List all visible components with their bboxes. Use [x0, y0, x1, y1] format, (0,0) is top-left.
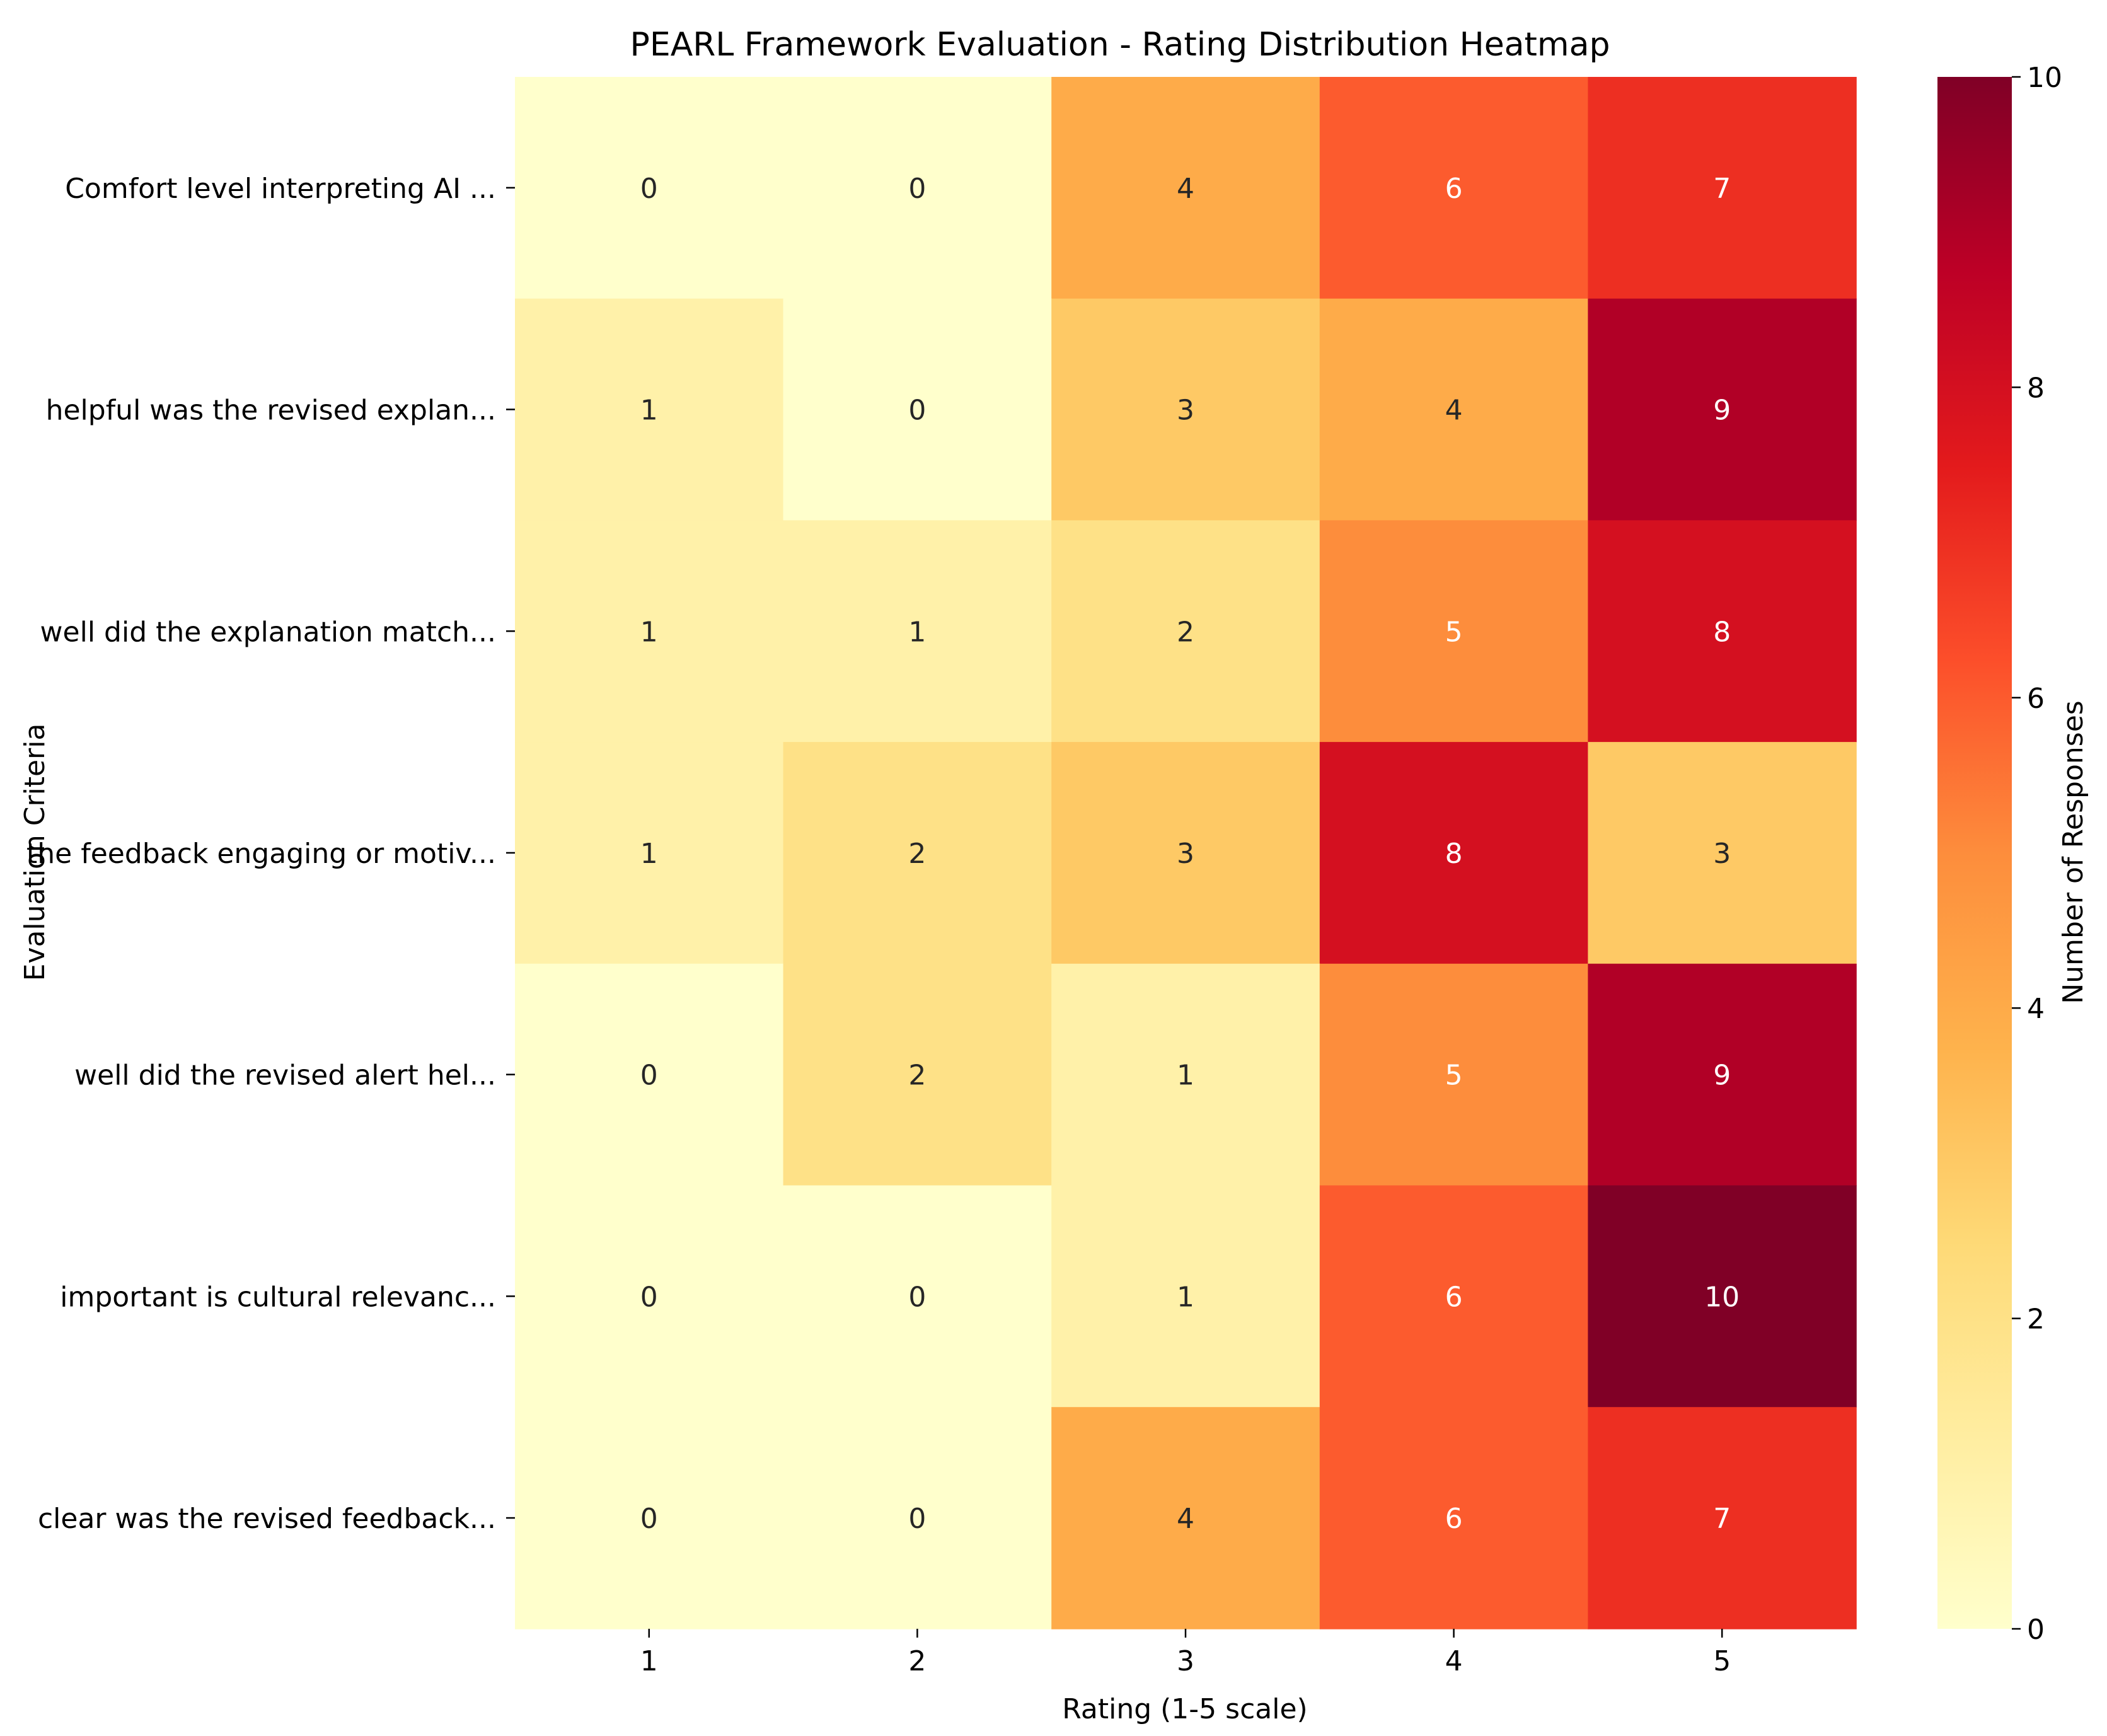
cell-value-label: 2 [908, 1060, 926, 1092]
y-tick-label: helpful was the revised explan... [46, 395, 496, 427]
heatmap-cell [515, 77, 784, 299]
x-axis-label: Rating (1-5 scale) [1062, 1693, 1307, 1725]
cell-value-label: 6 [1445, 1503, 1463, 1535]
cell-value-label: 7 [1713, 173, 1731, 205]
heatmap-cell [1051, 298, 1320, 521]
heatmap-cell [1588, 1407, 1857, 1629]
heatmap-cell [1051, 742, 1320, 964]
heatmap-cell [1588, 520, 1857, 743]
heatmap-cells: 0 0 4 6 71 0 3 4 91 1 2 5 81 2 3 8 30 2 1 5 90 0 1 6 100 0 4 6 7 [515, 77, 1857, 1629]
colorbar-tick-label: 0 [2027, 1614, 2045, 1646]
heatmap-cell [783, 298, 1052, 521]
x-tick-label: 2 [908, 1645, 926, 1677]
colorbar-tick-label: 2 [2027, 1304, 2045, 1336]
heatmap-cell [783, 1185, 1052, 1408]
colorbar-label: Number of Responses [2057, 700, 2089, 1004]
cell-value-label: 1 [1177, 1060, 1194, 1092]
cell-value-label: 2 [1177, 616, 1194, 648]
y-tick-label: Comfort level interpreting AI ... [65, 173, 496, 205]
cell-value-label: 0 [908, 1503, 926, 1535]
cell-value-label: 0 [640, 173, 658, 205]
colorbar-tick-label: 4 [2027, 993, 2045, 1025]
cell-value-label: 5 [1445, 616, 1463, 648]
heatmap-cell [1051, 1407, 1320, 1629]
cell-value-label: 6 [1445, 1281, 1463, 1313]
cell-value-label: 9 [1713, 395, 1731, 427]
cell-value-label: 3 [1177, 838, 1194, 870]
y-tick-label: the feedback engaging or motiv... [26, 838, 496, 870]
cell-value-label: 0 [908, 395, 926, 427]
cell-value-label: 9 [1713, 1060, 1731, 1092]
cell-value-label: 2 [908, 838, 926, 870]
cell-value-label: 7 [1713, 1503, 1731, 1535]
chart-title: PEARL Framework Evaluation - Rating Dist… [630, 26, 1610, 64]
x-tick-label: 5 [1713, 1645, 1731, 1677]
heatmap-cell [1588, 298, 1857, 521]
cell-value-label: 1 [1177, 1281, 1194, 1313]
cell-value-label: 4 [1177, 1503, 1194, 1535]
cell-value-label: 5 [1445, 1060, 1463, 1092]
heatmap-cell [783, 77, 1052, 299]
cell-value-label: 8 [1713, 616, 1731, 648]
y-axis-label: Evaluation Criteria [19, 724, 51, 981]
cell-value-label: 3 [1177, 395, 1194, 427]
heatmap-cell [1051, 520, 1320, 743]
colorbar-tick-label: 8 [2027, 372, 2045, 404]
heatmap-cell [1051, 963, 1320, 1186]
cell-value-label: 1 [908, 616, 926, 648]
cell-value-label: 1 [640, 395, 658, 427]
y-axis-ticks: Comfort level interpreting AI ... helpful… [26, 173, 515, 1535]
cell-value-label: 0 [640, 1060, 658, 1092]
x-tick-label: 1 [640, 1645, 658, 1677]
heatmap-cell [515, 298, 784, 521]
heatmap-cell [1319, 1407, 1589, 1629]
heatmap-cell [1319, 298, 1589, 521]
heatmap-cell [1588, 1185, 1857, 1408]
cell-value-label: 1 [640, 838, 658, 870]
x-axis-ticks: 1 2 3 4 5 [640, 1628, 1731, 1677]
cell-value-label: 3 [1713, 838, 1731, 870]
cell-value-label: 4 [1445, 395, 1463, 427]
colorbar-tick-label: 10 [2027, 62, 2062, 94]
heatmap-cell [1319, 742, 1589, 964]
heatmap-cell [1319, 963, 1589, 1186]
cell-value-label: 4 [1177, 173, 1194, 205]
x-tick-label: 3 [1177, 1645, 1194, 1677]
heatmap-cell [1319, 1185, 1589, 1408]
colorbar [1937, 77, 2012, 1629]
cell-value-label: 0 [640, 1281, 658, 1313]
heatmap-cell [515, 1185, 784, 1408]
heatmap-cell [783, 520, 1052, 743]
cell-value-label: 0 [908, 1281, 926, 1313]
cell-value-label: 0 [640, 1503, 658, 1535]
y-tick-label: well did the explanation match... [40, 616, 496, 648]
colorbar-ticks: 0 2 4 6 8 10 [2012, 62, 2062, 1646]
heatmap-cell [1588, 77, 1857, 299]
heatmap-cell [1588, 963, 1857, 1186]
y-tick-label: clear was the revised feedback... [38, 1503, 496, 1535]
colorbar-tick-label: 6 [2027, 683, 2045, 715]
heatmap-cell [783, 742, 1052, 964]
x-tick-label: 4 [1445, 1645, 1463, 1677]
heatmap-cell [1051, 77, 1320, 299]
cell-value-label: 10 [1704, 1281, 1740, 1313]
y-tick-label: well did the revised alert hel... [74, 1060, 496, 1092]
cell-value-label: 1 [640, 616, 658, 648]
heatmap-cell [515, 963, 784, 1186]
heatmap-cell [1588, 742, 1857, 964]
cell-value-label: 6 [1445, 173, 1463, 205]
heatmap-cell [515, 742, 784, 964]
heatmap-cell [515, 520, 784, 743]
heatmap-cell [1319, 520, 1589, 743]
cell-value-label: 0 [908, 173, 926, 205]
heatmap-cell [1051, 1185, 1320, 1408]
heatmap-cell [1319, 77, 1589, 299]
heatmap-cell [783, 1407, 1052, 1629]
y-tick-label: important is cultural relevanc... [60, 1281, 496, 1313]
heatmap-cell [515, 1407, 784, 1629]
heatmap-cell [783, 963, 1052, 1186]
cell-value-label: 8 [1445, 838, 1463, 870]
